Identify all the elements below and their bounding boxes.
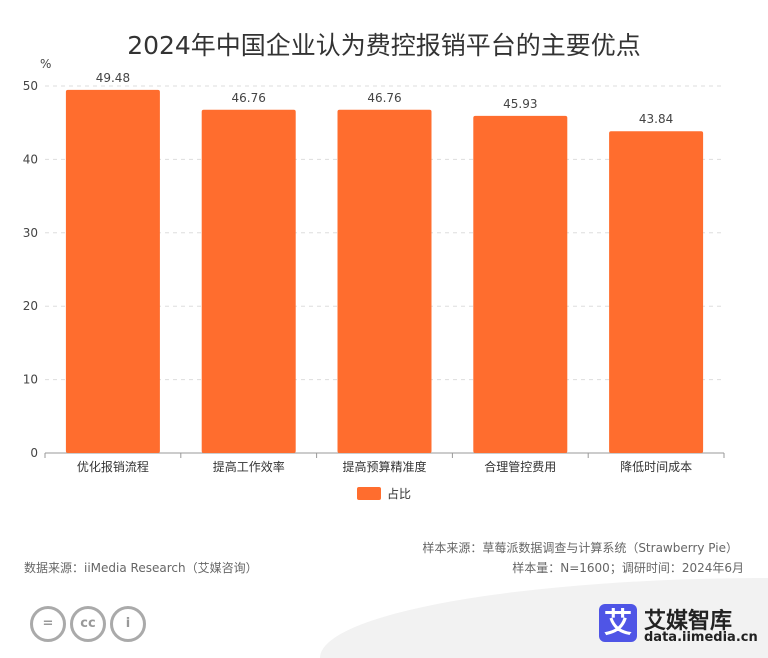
y-tick-label: 0 <box>30 446 38 460</box>
cc-by-icon: i <box>110 606 146 642</box>
y-tick-label: 10 <box>23 373 38 387</box>
data-label: 46.76 <box>367 91 401 105</box>
data-label: 49.48 <box>96 71 130 85</box>
cc-icon: cc <box>70 606 106 642</box>
y-axis-unit: % <box>40 57 51 71</box>
y-tick-label: 50 <box>23 79 38 93</box>
bar <box>473 115 568 453</box>
bar-chart: 0 10 20 30 40 50% 49.48 优化报销流程 46.76 提高工作效率 46.76 提… <box>23 57 725 501</box>
legend-swatch <box>357 487 381 500</box>
iimedia-logo: 艾 <box>599 604 637 642</box>
chart-title: 2024年中国企业认为费控报销平台的主要优点 <box>127 31 641 60</box>
brand-name: 艾媒智库 <box>644 609 733 634</box>
x-tick-label: 优化报销流程 <box>77 459 149 474</box>
y-tick-label: 20 <box>23 299 38 313</box>
bar <box>65 89 160 453</box>
x-tick-label: 合理管控费用 <box>484 459 556 474</box>
x-tick-label: 提高工作效率 <box>213 459 285 474</box>
x-tick-label: 提高预算精准度 <box>342 459 426 474</box>
sample-size: 样本量：N=1600；调研时间：2024年6月 <box>512 561 744 575</box>
cc-nd-icon: = <box>30 606 66 642</box>
sample-source: 样本来源：草莓派数据调查与计算系统（Strawberry Pie） <box>422 541 738 555</box>
y-tick-label: 30 <box>23 226 38 240</box>
data-label: 43.84 <box>639 112 673 126</box>
bar <box>609 131 704 453</box>
data-label: 46.76 <box>232 91 266 105</box>
x-tick-label: 降低时间成本 <box>620 460 692 474</box>
bar <box>337 109 432 453</box>
data-label: 45.93 <box>503 97 537 111</box>
y-tick-label: 40 <box>23 152 38 166</box>
brand-url: data.iimedia.cn <box>644 630 758 645</box>
bar <box>201 109 296 453</box>
data-source: 数据来源：iiMedia Research（艾媒咨询） <box>24 561 258 575</box>
legend-label: 占比 <box>387 486 411 501</box>
